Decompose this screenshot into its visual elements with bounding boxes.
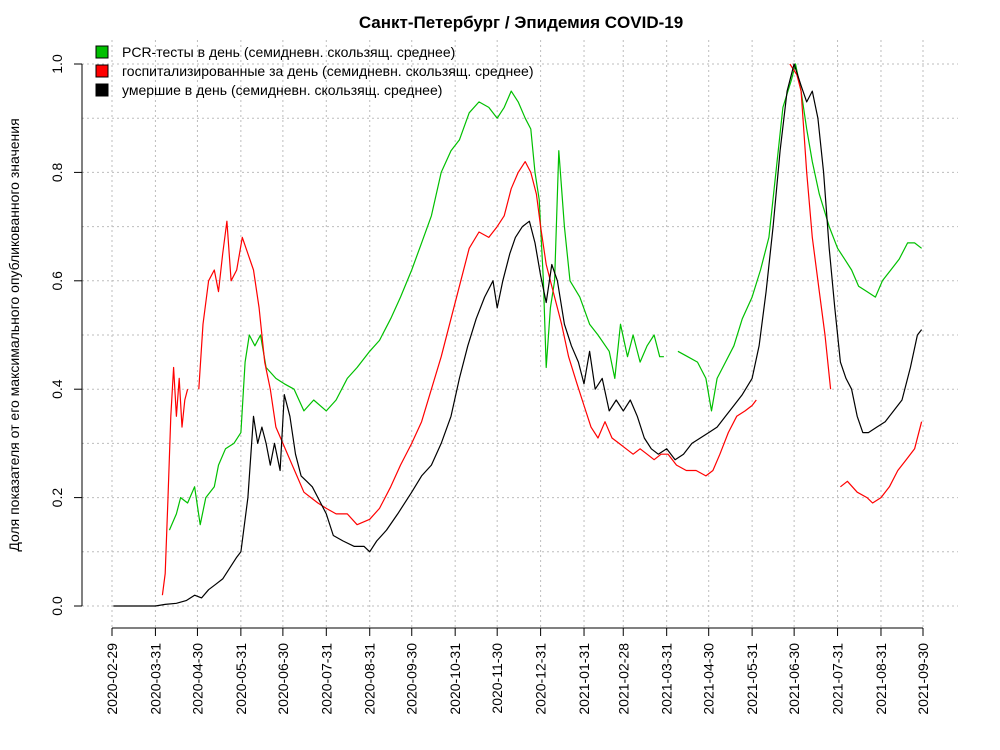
series-lines bbox=[113, 63, 923, 607]
x-tick-label: 2021-03-31 bbox=[659, 643, 675, 715]
x-tick-label: 2020-03-31 bbox=[147, 643, 163, 715]
x-tick-label: 2021-04-30 bbox=[701, 643, 717, 715]
x-tick-label: 2020-12-31 bbox=[533, 643, 549, 715]
series-line-2 bbox=[198, 161, 757, 526]
legend-label-2: госпитализированные за день (семидневн. … bbox=[122, 63, 534, 79]
x-tick-label: 2021-09-30 bbox=[915, 643, 931, 715]
legend-swatch-1 bbox=[95, 45, 109, 59]
y-tick-label: 1.0 bbox=[49, 54, 65, 74]
x-tick-label: 2020-07-31 bbox=[318, 643, 334, 715]
y-tick-label: 0.0 bbox=[49, 596, 65, 616]
y-axis-label: Доля показателя от его максимального опу… bbox=[6, 118, 22, 551]
legend-swatch-2 bbox=[95, 64, 109, 78]
x-tick-label: 2020-02-29 bbox=[104, 643, 120, 715]
series-line-2 bbox=[161, 366, 189, 596]
x-tick-label: 2020-04-30 bbox=[189, 643, 205, 715]
y-tick-label: 0.8 bbox=[49, 162, 65, 182]
x-tick-label: 2021-06-30 bbox=[786, 643, 802, 715]
x-tick-label: 2020-10-31 bbox=[447, 643, 463, 715]
x-tick-label: 2020-05-31 bbox=[233, 643, 249, 715]
series-line-2 bbox=[789, 63, 832, 390]
x-tick-label: 2021-07-31 bbox=[830, 643, 846, 715]
x-tick-label: 2021-08-31 bbox=[873, 643, 889, 715]
grid-lines bbox=[82, 40, 958, 628]
series-line-3 bbox=[113, 63, 923, 607]
series-line-1 bbox=[168, 90, 664, 531]
legend-swatch-3 bbox=[95, 83, 109, 97]
chart-title: Санкт-Петербург / Эпидемия COVID-19 bbox=[359, 13, 683, 32]
x-tick-label: 2020-09-30 bbox=[404, 643, 420, 715]
x-tick-label: 2021-05-31 bbox=[744, 643, 760, 715]
x-tick-label: 2020-08-31 bbox=[362, 643, 378, 715]
y-tick-label: 0.4 bbox=[49, 379, 65, 399]
y-tick-label: 0.2 bbox=[49, 488, 65, 508]
x-tick-label: 2020-06-30 bbox=[275, 643, 291, 715]
y-tick-label: 0.6 bbox=[49, 271, 65, 291]
legend: PCR-тесты в день (семидневн. скользящ. с… bbox=[95, 44, 534, 98]
x-tick-label: 2021-02-28 bbox=[615, 643, 631, 715]
legend-label-1: PCR-тесты в день (семидневн. скользящ. с… bbox=[122, 44, 455, 60]
axes: 0.0 0.2 0.4 0.6 0.8 1.0 2020-02-29 2020-03-31 20… bbox=[49, 54, 931, 715]
legend-label-3: умершие в день (семидневн. скользящ. сре… bbox=[122, 82, 442, 98]
x-tick-label: 2020-11-30 bbox=[489, 643, 505, 714]
x-tick-label: 2021-01-31 bbox=[576, 643, 592, 715]
series-line-2 bbox=[840, 421, 923, 504]
